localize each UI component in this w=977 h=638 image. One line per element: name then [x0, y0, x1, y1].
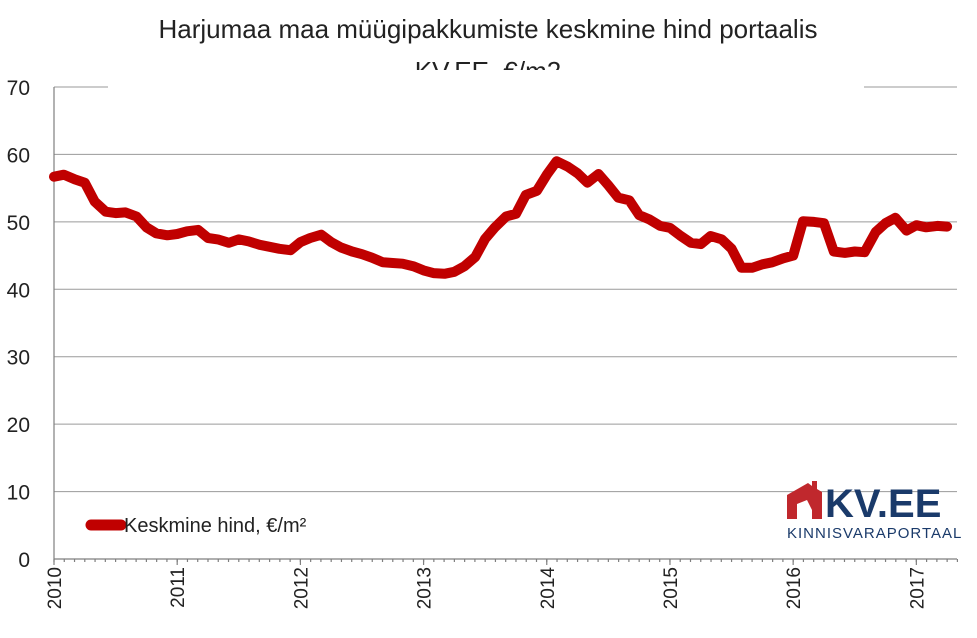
x-tick-label: 2010	[45, 567, 66, 609]
series-layer	[49, 156, 953, 279]
y-tick-label: 60	[7, 144, 30, 167]
y-tick-label: 50	[7, 212, 30, 235]
chart-title: Harjumaa maa müügipakkumiste keskmine hi…	[159, 14, 818, 44]
y-axis-ticks: 0 10 20 30 40 50 60 70	[7, 77, 30, 572]
kv-ee-logo: KV.EE KINNISVARAPORTAAL	[787, 481, 962, 542]
y-tick-label: 40	[7, 279, 30, 302]
x-tick-label: 2013	[415, 567, 436, 609]
y-tick-label: 70	[7, 77, 30, 100]
x-tick-label: 2012	[291, 567, 312, 609]
logo-main-text: KV.EE	[825, 482, 941, 526]
y-tick-label: 30	[7, 347, 30, 370]
house-icon	[787, 481, 822, 519]
x-axis-ticks: 2010 2011 2012 2013 2014 2015 2016 2017	[45, 559, 959, 610]
y-tick-label: 0	[18, 549, 30, 572]
x-tick-label: 2017	[907, 567, 928, 609]
series-line	[49, 156, 953, 279]
legend-label: Keskmine hind, €/m²	[124, 515, 307, 537]
x-tick-label: 2016	[784, 567, 805, 609]
x-tick-label: 2014	[538, 567, 559, 610]
y-tick-label: 10	[7, 482, 30, 505]
x-tick-label: 2011	[168, 567, 189, 608]
logo-sub-text: KINNISVARAPORTAAL	[787, 525, 962, 542]
gridlines	[54, 70, 957, 493]
title-mask	[108, 70, 864, 92]
y-tick-label: 20	[7, 414, 30, 437]
legend: Keskmine hind, €/m²	[85, 515, 307, 537]
x-tick-label: 2015	[661, 567, 682, 609]
